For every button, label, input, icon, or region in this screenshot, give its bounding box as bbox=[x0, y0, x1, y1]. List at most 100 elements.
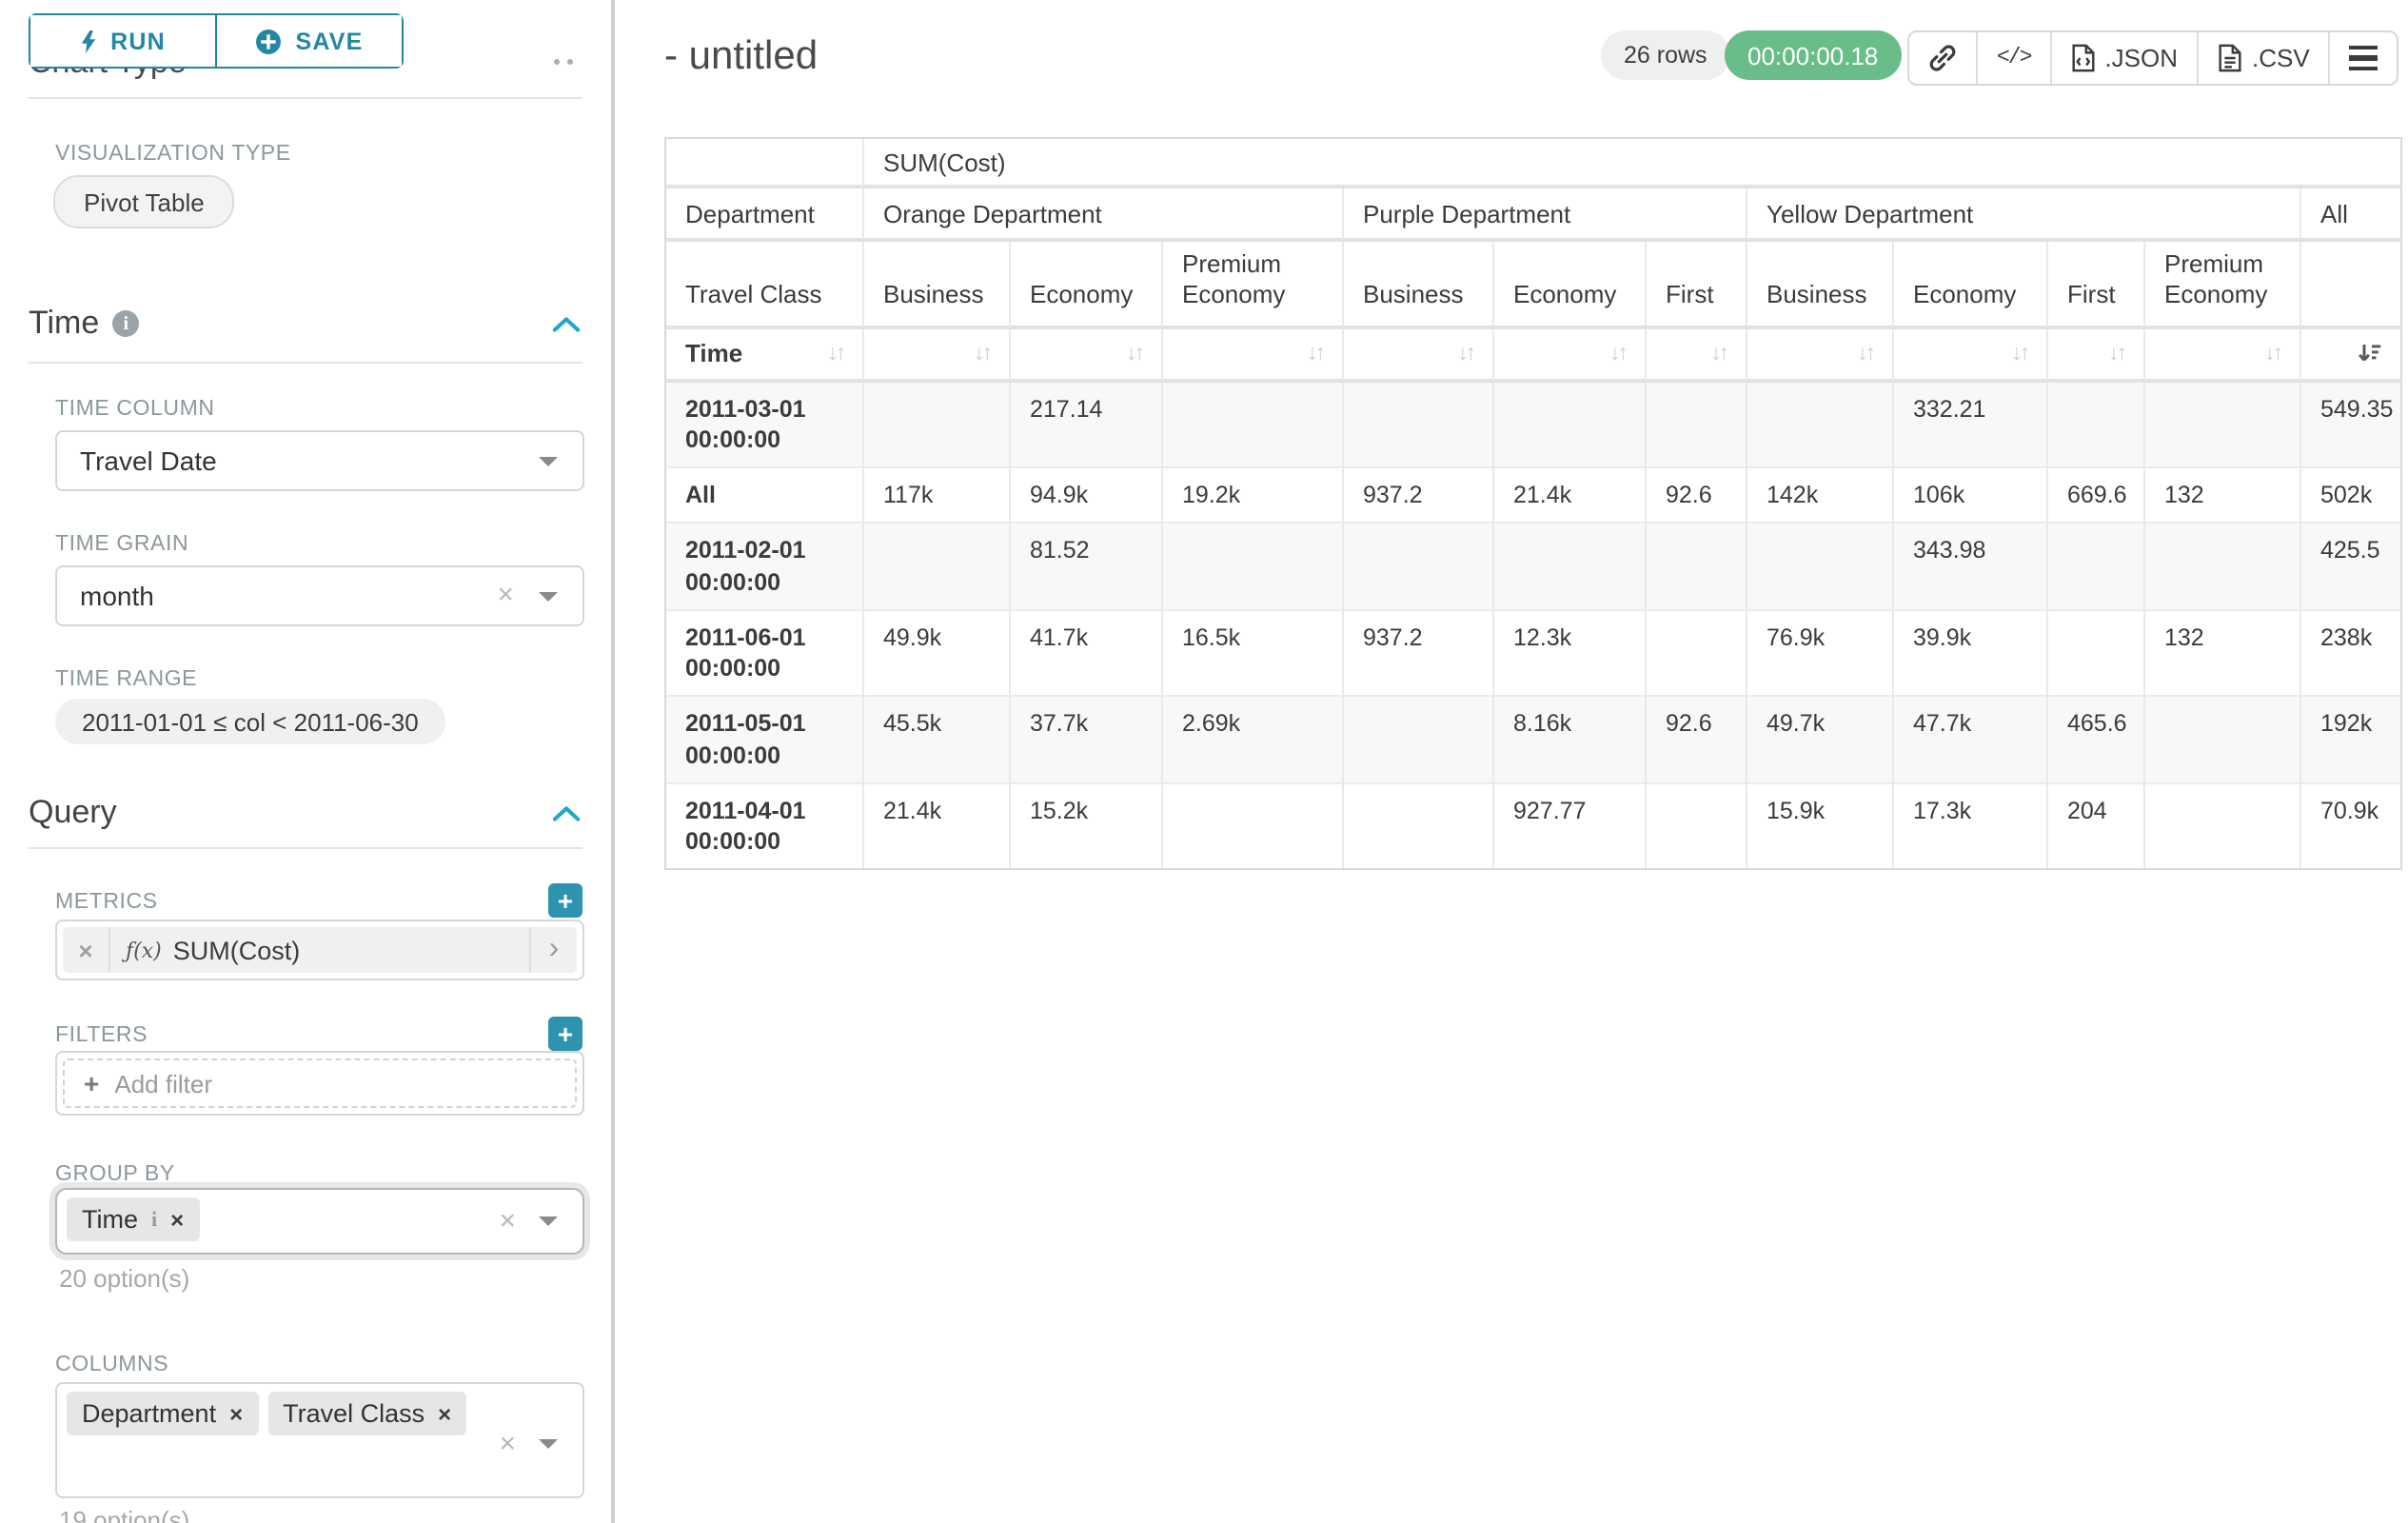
selected-option-tag[interactable]: Department × bbox=[67, 1392, 259, 1435]
run-button[interactable]: RUN bbox=[30, 15, 215, 67]
sort-toggle-icon[interactable]: ↓↑ bbox=[1609, 342, 1628, 365]
share-link-button[interactable] bbox=[1909, 32, 1976, 84]
columns-options-hint: 19 option(s) bbox=[59, 1506, 190, 1523]
pivot-value-cell: 927.77 bbox=[1494, 783, 1647, 869]
sort-toggle-icon[interactable]: ↓↑ bbox=[2264, 342, 2283, 365]
pivot-value-cell: 17.3k bbox=[1894, 783, 2048, 869]
pivot-value-cell bbox=[2048, 610, 2145, 698]
pivot-value-cell bbox=[1163, 783, 1344, 869]
lightning-icon bbox=[81, 30, 96, 52]
sort-toggle-icon[interactable]: ↓↑ bbox=[2011, 342, 2030, 365]
pivot-value-cell: 92.6 bbox=[1647, 468, 1747, 524]
pivot-row-header: 2011-02-01 00:00:00 bbox=[666, 524, 864, 611]
pivot-row-header: All bbox=[666, 468, 864, 524]
time-column-select[interactable]: Travel Date bbox=[55, 430, 584, 491]
sort-toggle-icon[interactable]: ↓↑ bbox=[2108, 342, 2127, 365]
remove-tag-icon[interactable]: × bbox=[438, 1400, 452, 1427]
sort-toggle-icon[interactable]: ↓↑ bbox=[1857, 342, 1876, 365]
code-icon: </> bbox=[1997, 46, 2032, 70]
caret-down-icon bbox=[539, 457, 558, 466]
pivot-sort-header: ↓↑ bbox=[2145, 328, 2301, 382]
remove-tag-icon[interactable]: × bbox=[229, 1400, 244, 1427]
csv-file-icon bbox=[2219, 44, 2241, 72]
expand-metric-icon[interactable]: › bbox=[529, 927, 577, 973]
pivot-value-cell: 343.98 bbox=[1894, 524, 2048, 611]
add-metric-button[interactable]: + bbox=[548, 883, 582, 918]
pivot-sub-header: First bbox=[1647, 242, 1747, 328]
pivot-sub-header bbox=[2301, 242, 2401, 328]
sort-toggle-icon[interactable]: ↓↑ bbox=[827, 342, 846, 365]
pivot-value-cell: 15.9k bbox=[1747, 783, 1894, 869]
pivot-sort-header bbox=[2301, 328, 2401, 382]
sort-toggle-icon[interactable]: ↓↑ bbox=[1457, 342, 1476, 365]
pivot-data-row: 2011-03-01 00:00:00 217.14 332.21 549.35 bbox=[666, 382, 2401, 468]
pivot-value-cell: 70.9k bbox=[2301, 783, 2401, 869]
caret-down-icon bbox=[539, 592, 558, 602]
pivot-value-cell bbox=[1494, 524, 1647, 611]
pivot-value-cell bbox=[2048, 524, 2145, 611]
pivot-value-cell: 502k bbox=[2301, 468, 2401, 524]
pivot-metric-header: SUM(Cost) bbox=[864, 139, 2401, 188]
add-filter-button[interactable]: + Add filter bbox=[63, 1058, 577, 1108]
view-query-button[interactable]: </> bbox=[1976, 32, 2049, 84]
pivot-value-cell: 465.6 bbox=[2048, 697, 2145, 784]
export-csv-button[interactable]: .CSV bbox=[2197, 32, 2329, 84]
pivot-corner-cell bbox=[666, 139, 864, 188]
info-icon: i bbox=[112, 310, 140, 337]
pivot-value-cell bbox=[1163, 382, 1344, 468]
time-grain-select[interactable]: month × bbox=[55, 565, 584, 626]
clear-icon[interactable]: × bbox=[499, 1205, 516, 1237]
pivot-value-cell: 19.2k bbox=[1163, 468, 1344, 524]
pivot-value-cell bbox=[2145, 382, 2301, 468]
pivot-row-header: 2011-03-01 00:00:00 bbox=[666, 382, 864, 468]
sort-descending-active-icon[interactable] bbox=[2357, 341, 2381, 366]
pivot-data-row: All 117k 94.9k 19.2k 937.2 21.4k 92.6 142k 106k 6… bbox=[666, 468, 2401, 524]
pivot-value-cell: 37.7k bbox=[1011, 697, 1163, 784]
control-panel-sidebar: Chart Type RUN SAVE VISUALIZATION TYPE P bbox=[0, 0, 615, 1523]
chart-title[interactable]: - untitled bbox=[664, 34, 819, 78]
pivot-value-cell bbox=[1163, 524, 1344, 611]
chart-type-dots bbox=[567, 59, 573, 65]
pivot-value-cell: 106k bbox=[1894, 468, 2048, 524]
pivot-value-cell: 47.7k bbox=[1894, 697, 2048, 784]
add-filter-plus-button[interactable]: + bbox=[548, 1017, 582, 1051]
collapse-chevron-icon[interactable] bbox=[552, 316, 581, 333]
function-icon: ƒ(x) bbox=[126, 938, 162, 962]
pivot-value-cell: 192k bbox=[2301, 697, 2401, 784]
export-json-button[interactable]: .JSON bbox=[2049, 32, 2197, 84]
save-button[interactable]: SAVE bbox=[215, 15, 402, 67]
selected-option-tag[interactable]: Travel Class × bbox=[267, 1392, 467, 1435]
pivot-sort-header: ↓↑ bbox=[1163, 328, 1344, 382]
menu-button[interactable] bbox=[2328, 32, 2398, 84]
pivot-row-header: 2011-05-01 00:00:00 bbox=[666, 697, 864, 784]
pivot-value-cell bbox=[1647, 524, 1747, 611]
clear-icon[interactable]: × bbox=[499, 1427, 516, 1459]
pivot-group-header: Orange Department bbox=[864, 188, 1344, 242]
group-by-select[interactable]: Time i × × bbox=[55, 1188, 584, 1255]
filters-control: + Add filter bbox=[55, 1051, 584, 1116]
pivot-value-cell: 204 bbox=[2048, 783, 2145, 869]
time-grain-label: TIME GRAIN bbox=[55, 533, 189, 556]
pivot-table: SUM(Cost) Department Orange Department Purp… bbox=[664, 137, 2403, 871]
sort-toggle-icon[interactable]: ↓↑ bbox=[1710, 342, 1729, 365]
collapse-chevron-icon[interactable] bbox=[552, 805, 581, 822]
remove-tag-icon[interactable]: × bbox=[170, 1206, 185, 1233]
pivot-sort-header: ↓↑ bbox=[1494, 328, 1647, 382]
sort-toggle-icon[interactable]: ↓↑ bbox=[974, 342, 993, 365]
sort-toggle-icon[interactable]: ↓↑ bbox=[1126, 342, 1145, 365]
pivot-value-cell: 8.16k bbox=[1494, 697, 1647, 784]
remove-metric-icon[interactable]: × bbox=[63, 927, 110, 973]
metric-name: SUM(Cost) bbox=[172, 936, 301, 964]
metric-pill[interactable]: × ƒ(x) SUM(Cost) › bbox=[63, 927, 577, 973]
metrics-label: METRICS bbox=[55, 891, 158, 914]
sort-toggle-icon[interactable]: ↓↑ bbox=[1307, 342, 1326, 365]
time-range-pill[interactable]: 2011-01-01 ≤ col < 2011-06-30 bbox=[55, 699, 445, 744]
columns-select[interactable]: Department × Travel Class × × bbox=[55, 1382, 584, 1498]
pivot-sort-header: ↓↑ bbox=[864, 328, 1011, 382]
link-icon bbox=[1929, 45, 1956, 71]
viz-type-pill[interactable]: Pivot Table bbox=[53, 175, 235, 228]
pivot-sort-header: ↓↑ bbox=[1011, 328, 1163, 382]
selected-option-tag[interactable]: Time i × bbox=[67, 1197, 200, 1241]
clear-icon[interactable]: × bbox=[497, 579, 514, 611]
pivot-sub-header: Economy bbox=[1494, 242, 1647, 328]
